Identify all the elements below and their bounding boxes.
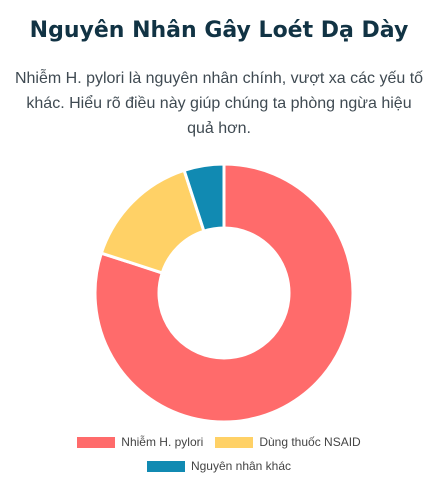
legend-swatch-nsaid [215,436,254,448]
chart-legend: Nhiễm H. pylori Dùng thuốc NSAID Nguyên … [0,434,438,482]
slice-h-pylori[interactable] [93,162,355,424]
chart-subtitle: Nhiễm H. pylori là nguyên nhân chính, vư… [14,70,424,137]
legend-swatch-h-pylori [77,436,116,448]
legend-label-other: Nguyên nhân khác [190,459,292,473]
legend-label-h-pylori: Nhiễm H. pylori [121,435,204,449]
doughnut-chart [93,162,355,424]
slice-other[interactable] [182,162,226,233]
legend-swatch-other [146,460,185,472]
chart-title: Nguyên Nhân Gây Loét Dạ Dày [29,18,409,43]
legend-item-h-pylori[interactable]: Nhiễm H. pylori [77,435,203,449]
legend-item-nsaid[interactable]: Dùng thuốc NSAID [215,435,361,449]
legend-item-other[interactable]: Nguyên nhân khác [146,459,292,473]
legend-row-2: Nguyên nhân khác [0,458,438,474]
legend-label-nsaid: Dùng thuốc NSAID [259,435,361,449]
legend-row-1: Nhiễm H. pylori Dùng thuốc NSAID [0,434,438,450]
